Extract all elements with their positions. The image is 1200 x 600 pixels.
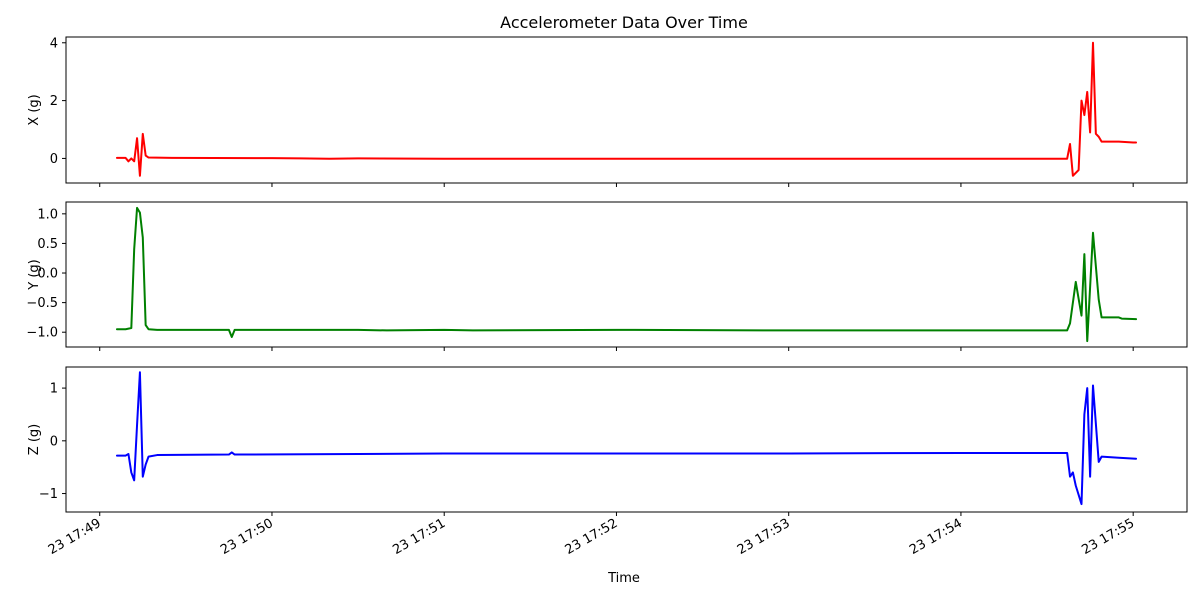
y-tick-label-x: 0 xyxy=(50,152,58,167)
y-tick-label-y: 0.0 xyxy=(37,267,58,282)
axes-frame-z xyxy=(65,366,1188,513)
axes-frame-y xyxy=(65,201,1188,348)
y-tick-label-y: 0.5 xyxy=(37,237,58,252)
panel-x: 0 2 4 X (g) xyxy=(27,36,1188,187)
x-tick-label: 23 17:51 xyxy=(390,516,448,558)
y-tick-label-x: 2 xyxy=(50,94,58,109)
x-tick-label: 23 17:50 xyxy=(218,516,276,558)
y-tick-label-x: 4 xyxy=(50,36,58,51)
x-tick-label: 23 17:52 xyxy=(563,516,621,558)
x-tick-label: 23 17:54 xyxy=(907,516,965,558)
x-axis-label: Time xyxy=(607,571,640,586)
series-line-z xyxy=(115,371,1138,506)
y-tick-label-z: 0 xyxy=(50,434,58,449)
y-axis-label-y: Y (g) xyxy=(27,259,42,290)
series-line-y xyxy=(115,206,1138,343)
y-tick-label-z: 1 xyxy=(50,382,58,397)
x-tick-label: 23 17:49 xyxy=(46,516,104,558)
series-line-x xyxy=(115,41,1138,177)
y-tick-label-z: −1 xyxy=(39,487,58,502)
x-tick-label: 23 17:55 xyxy=(1079,516,1137,558)
y-tick-label-y: −0.5 xyxy=(26,296,58,311)
y-axis-label-x: X (g) xyxy=(27,94,42,125)
panel-y: −1.0 −0.5 0.0 0.5 1.0 Y (g) xyxy=(26,201,1188,351)
y-tick-label-y: 1.0 xyxy=(37,207,58,222)
x-tick-label: 23 17:53 xyxy=(735,516,793,558)
axes-frame-x xyxy=(65,36,1188,184)
y-axis-label-z: Z (g) xyxy=(27,424,42,455)
y-tick-label-y: −1.0 xyxy=(26,326,58,341)
panel-z: −1 0 1 Z (g) xyxy=(27,366,1188,516)
chart-title: Accelerometer Data Over Time xyxy=(500,13,748,32)
panels-group: 0 2 4 X (g) −1.0 −0.5 0.0 0.5 1.0 Y (g) −1 0 1 Z (g) 2… xyxy=(26,36,1188,558)
